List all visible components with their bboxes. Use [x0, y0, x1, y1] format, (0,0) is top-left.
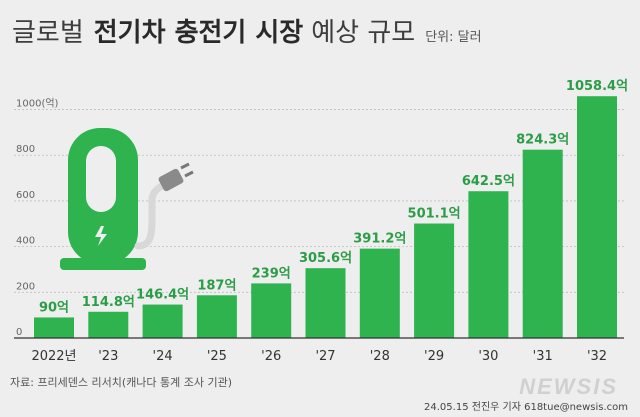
x-tick-label: '25: [207, 349, 227, 364]
bar: [305, 268, 346, 338]
x-tick-label: '23: [98, 349, 118, 364]
x-tick-label: '31: [533, 349, 553, 364]
bar: [468, 191, 509, 338]
charger-illustration: [60, 128, 194, 270]
data-label: 305.6억: [299, 251, 352, 266]
plug-pin: [180, 162, 190, 170]
y-tick-label: 0: [16, 327, 22, 338]
charger-base: [60, 258, 146, 270]
bar: [251, 283, 292, 338]
bar: [414, 223, 455, 338]
x-tick-label: '29: [424, 349, 444, 364]
data-label: 90억: [39, 300, 69, 315]
credit-line: 24.05.15 전진우 기자 618tue@newsis.com: [424, 402, 628, 413]
bar: [142, 304, 183, 338]
x-tick-label: '30: [478, 349, 498, 364]
unit-label: 단위: 달러: [425, 30, 482, 45]
newsis-logo: NEWSIS: [519, 374, 618, 399]
data-label: 1058.4억: [566, 79, 628, 94]
x-tick-label: '28: [370, 349, 390, 364]
title-part-2: 전기차 충전기 시장: [93, 18, 304, 48]
bar: [196, 295, 237, 338]
y-tick-label: 400: [16, 236, 35, 247]
y-tick-label: 600: [16, 190, 35, 201]
data-label: 642.5억: [462, 174, 515, 189]
chart-title: 글로벌 전기차 충전기 시장 예상 규모 단위: 달러: [12, 12, 482, 48]
x-tick-label: 2022년: [31, 349, 76, 364]
x-tick-label: '26: [261, 349, 281, 364]
y-tick-label: 200: [16, 281, 35, 292]
title-part-3: 예상 규모: [311, 18, 416, 48]
x-tick-label: '24: [153, 349, 173, 364]
charger-plug: [158, 168, 184, 192]
bar: [34, 317, 74, 338]
data-labels: 90억 114.8억 146.4억 187억 239억 305.6억391.2억501.1…: [39, 79, 628, 315]
data-label: 146.4억: [136, 288, 189, 303]
bar: [359, 248, 400, 338]
source-note: 자료: 프리세덴스 리서치(캐나다 통계 조사 기관): [10, 376, 233, 389]
data-label: 187억: [197, 278, 236, 293]
data-label: 239억: [252, 266, 291, 281]
y-tick-label: 800: [16, 144, 35, 155]
charger-slot: [86, 146, 116, 212]
data-label: 824.3억: [516, 133, 569, 148]
x-axis: 2022년 '23 '24 '25 '26 '27 '28 '29 '30 '31 '32: [14, 337, 624, 364]
bar: [577, 96, 617, 338]
data-label: 391.2억: [353, 232, 406, 247]
bar: [88, 311, 129, 338]
data-label: 114.8억: [82, 295, 135, 310]
charger-cable: [134, 181, 168, 250]
plug-pin: [184, 170, 194, 178]
bar: [522, 149, 563, 338]
y-tick-label: 1000(억): [16, 98, 59, 110]
x-tick-label: '27: [315, 349, 335, 364]
lightning-icon: [95, 226, 107, 246]
data-label: 501.1억: [408, 207, 461, 222]
bars: [34, 96, 617, 338]
title-part-1: 글로벌: [12, 18, 84, 48]
x-tick-label: '32: [587, 349, 607, 364]
